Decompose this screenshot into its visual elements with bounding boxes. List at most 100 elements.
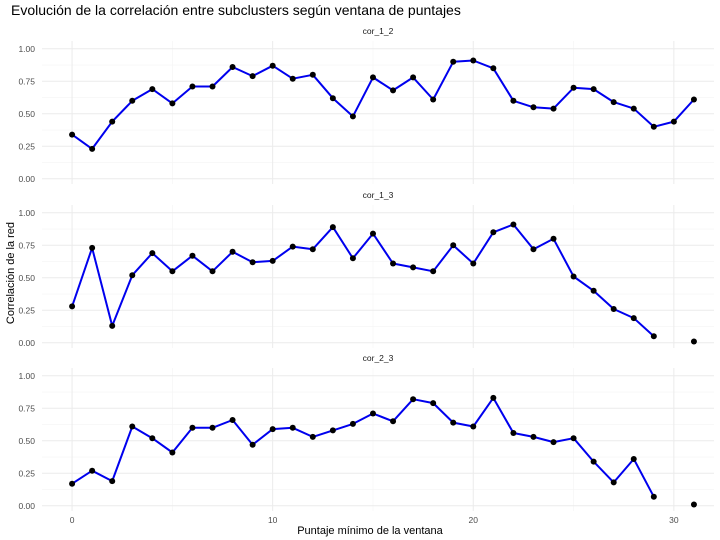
grid — [42, 41, 714, 184]
x-tick-label: 20 — [469, 515, 479, 525]
grid — [42, 205, 714, 348]
y-tick-label: 1.00 — [18, 44, 35, 54]
data-point — [650, 493, 657, 500]
panel-cor_2_3: cor_2_3 0.00 0.25 0.50 0.75 1.00 — [18, 353, 714, 511]
data-point — [630, 105, 637, 112]
data-point — [249, 441, 256, 448]
data-point — [209, 424, 216, 431]
data-point — [410, 264, 417, 271]
data-point — [169, 449, 176, 456]
data-point — [329, 427, 336, 434]
y-tick-label: 0.25 — [18, 305, 35, 315]
data-point — [269, 257, 276, 264]
y-axis-title: Correlación de la red — [5, 222, 17, 324]
data-point — [369, 74, 376, 81]
data-point — [169, 268, 176, 275]
data-point — [650, 333, 657, 340]
data-point — [430, 400, 437, 407]
data-point — [209, 83, 216, 90]
data-point — [470, 260, 477, 267]
data-point — [490, 65, 497, 72]
series-line — [71, 396, 655, 498]
y-tick-label: 1.00 — [18, 371, 35, 381]
data-point — [229, 417, 236, 423]
y-tick-label: 0.75 — [18, 240, 35, 250]
data-point — [430, 268, 437, 275]
data-point — [369, 230, 376, 237]
data-point — [390, 418, 397, 425]
data-point — [149, 435, 156, 442]
data-point — [109, 322, 116, 329]
data-point — [450, 419, 457, 426]
data-point — [610, 99, 617, 106]
data-point — [89, 467, 96, 474]
data-point — [249, 73, 256, 80]
data-point — [570, 435, 577, 442]
data-point — [129, 423, 136, 430]
data-point — [650, 123, 657, 130]
data-point — [349, 255, 356, 262]
y-tick-label: 1.00 — [18, 208, 35, 218]
x-tick-label: 0 — [70, 515, 75, 525]
data-point — [630, 315, 637, 322]
facet-label: cor_1_3 — [363, 190, 394, 200]
data-point — [89, 244, 96, 251]
x-axis-title: Puntaje mínimo de la ventana — [297, 525, 443, 537]
data-point — [189, 83, 196, 90]
data-point — [309, 246, 316, 253]
y-tick-label: 0.50 — [18, 109, 35, 119]
y-tick-label: 0.50 — [18, 436, 35, 446]
data-point — [590, 86, 597, 93]
data-point — [470, 423, 477, 430]
chart-title: Evolución de la correlación entre subclu… — [11, 2, 461, 18]
data-point — [510, 430, 517, 436]
facet-label: cor_1_2 — [363, 26, 394, 36]
y-tick-label: 0.00 — [18, 501, 35, 511]
y-tick-label: 0.75 — [18, 76, 35, 86]
data-point — [289, 75, 296, 82]
data-point — [69, 131, 76, 138]
x-axis: 0 10 20 30 — [70, 515, 679, 525]
data-point — [470, 57, 477, 64]
panel-cor_1_2: cor_1_2 0.00 0.25 0.50 0.75 1.00 — [18, 26, 714, 184]
data-point — [510, 221, 517, 228]
data-point — [530, 104, 537, 111]
data-point — [630, 456, 637, 462]
data-point — [289, 243, 296, 250]
data-point — [570, 84, 577, 91]
x-tick-label: 10 — [268, 515, 278, 525]
panels: cor_1_2 0.00 0.25 0.50 0.75 1.00 cor_1_3 0.00 0.… — [18, 26, 714, 511]
data-point — [550, 235, 557, 242]
y-tick-label: 0.00 — [18, 174, 35, 184]
data-point — [189, 252, 196, 259]
series-line — [71, 223, 655, 338]
data-point — [390, 87, 397, 94]
data-point — [129, 97, 136, 104]
data-point — [369, 410, 376, 417]
data-point — [490, 394, 497, 401]
data-point — [289, 424, 296, 431]
data-point — [349, 113, 356, 120]
data-point — [550, 105, 557, 112]
panel-cor_1_3: cor_1_3 0.00 0.25 0.50 0.75 1.00 — [18, 190, 714, 348]
data-point — [570, 273, 577, 280]
x-tick-label: 30 — [669, 515, 679, 525]
data-point — [450, 242, 457, 249]
y-tick-label: 0.75 — [18, 403, 35, 413]
data-point — [149, 86, 156, 93]
data-point — [69, 303, 76, 310]
data-point — [209, 268, 216, 275]
y-tick-label: 0.25 — [18, 141, 35, 151]
data-point — [349, 420, 356, 427]
facet-label: cor_2_3 — [363, 353, 394, 363]
data-point — [229, 248, 236, 255]
data-point — [530, 246, 537, 253]
data-point — [309, 433, 316, 440]
data-point — [690, 96, 697, 103]
data-point — [109, 478, 116, 485]
grid — [42, 368, 714, 511]
data-point — [490, 229, 497, 236]
data-point — [670, 118, 677, 125]
data-point — [329, 95, 336, 102]
